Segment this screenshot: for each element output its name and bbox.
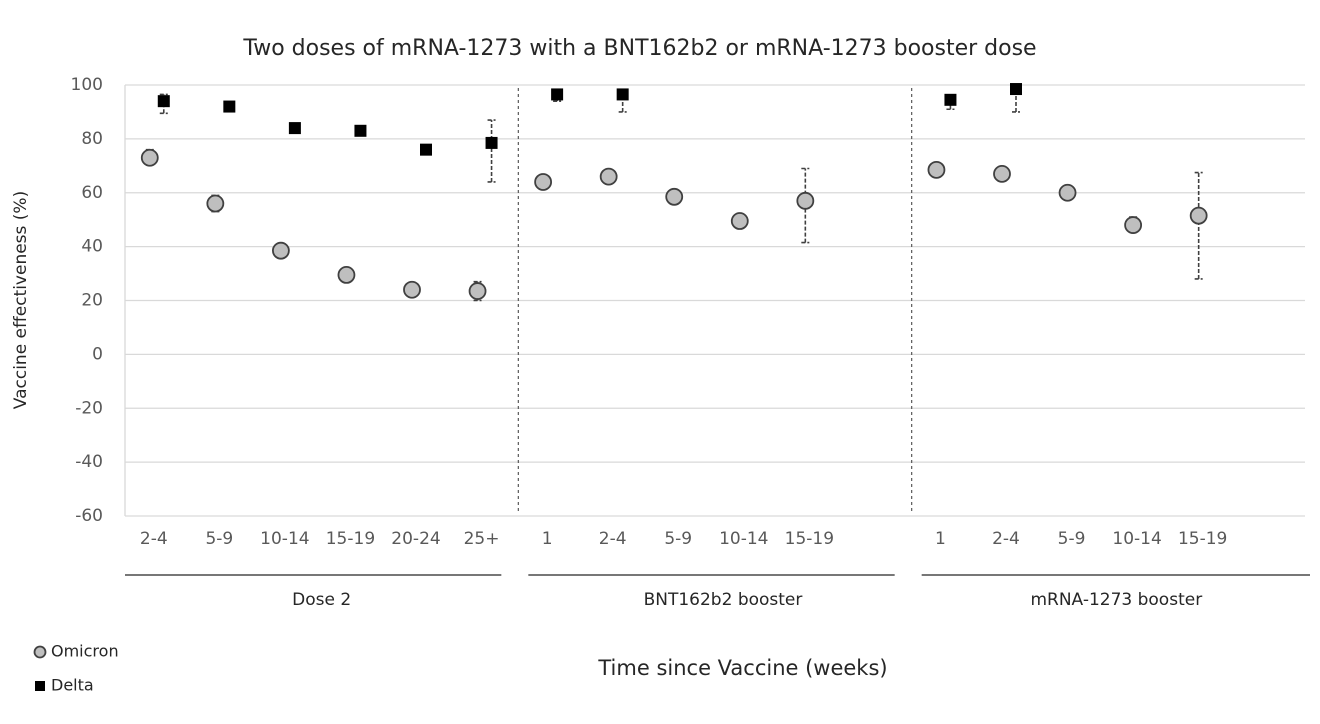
y-tick-label: -40 xyxy=(75,452,103,472)
x-tick-label: 5-9 xyxy=(1058,529,1086,549)
y-tick-label: 80 xyxy=(81,129,103,149)
y-axis-title: Vaccine effectiveness (%) xyxy=(11,191,31,409)
error-bar xyxy=(487,119,496,183)
point xyxy=(1010,83,1022,96)
y-tick-label: 60 xyxy=(81,183,103,203)
point xyxy=(420,143,432,156)
chart-title: Two doses of mRNA-1273 with a BNT162b2 o… xyxy=(242,36,1036,61)
point xyxy=(993,164,1011,183)
point xyxy=(288,122,301,135)
x-tick-label: 15-19 xyxy=(1178,529,1227,549)
point xyxy=(599,167,618,186)
point xyxy=(796,191,815,210)
legend-marker xyxy=(33,645,47,659)
point xyxy=(944,93,957,106)
point xyxy=(354,124,367,137)
point xyxy=(927,160,946,179)
group-label: BNT162b2 booster xyxy=(644,590,803,610)
x-tick-label: 2-4 xyxy=(992,529,1020,549)
x-tick-label: 1 xyxy=(542,529,553,549)
point xyxy=(551,88,564,101)
x-tick-label: 1 xyxy=(935,529,946,549)
x-tick-label: 2-4 xyxy=(599,529,627,549)
group-label: mRNA-1273 booster xyxy=(1030,590,1202,610)
y-tick-label: 20 xyxy=(81,291,103,311)
group-label: Dose 2 xyxy=(292,590,351,610)
point xyxy=(665,187,684,206)
y-tick-label: 0 xyxy=(92,344,103,364)
y-tick-label: 100 xyxy=(71,75,103,95)
error-bar xyxy=(1194,171,1203,280)
x-tick-label: 10-14 xyxy=(719,529,768,549)
point xyxy=(1058,183,1077,202)
point xyxy=(1189,206,1208,225)
y-tick-label: 40 xyxy=(81,237,103,257)
point xyxy=(485,136,498,149)
point xyxy=(468,282,487,300)
point xyxy=(140,148,159,167)
legend-label: Delta xyxy=(51,676,94,695)
x-tick-label: 10-14 xyxy=(260,529,309,549)
point xyxy=(730,212,749,230)
legend-marker xyxy=(35,681,45,691)
point xyxy=(1124,216,1143,234)
legend-label: Omicron xyxy=(51,642,119,661)
x-tick-label: 5-9 xyxy=(205,529,233,549)
point xyxy=(534,173,553,191)
y-tick-label: -60 xyxy=(75,506,103,526)
point xyxy=(271,241,290,260)
x-tick-label: 25+ xyxy=(464,529,500,549)
point xyxy=(616,88,629,101)
x-tick-label: 15-19 xyxy=(785,529,834,549)
point xyxy=(157,95,170,108)
point xyxy=(206,194,225,213)
point xyxy=(337,266,356,284)
x-axis-title: Time since Vaccine (weeks) xyxy=(597,656,887,680)
point xyxy=(223,100,236,113)
x-tick-label: 5-9 xyxy=(664,529,692,549)
x-tick-label: 2-4 xyxy=(140,529,168,549)
x-tick-label: 15-19 xyxy=(326,529,375,549)
x-tick-label: 10-14 xyxy=(1112,529,1161,549)
y-tick-label: -20 xyxy=(75,398,103,418)
x-tick-label: 20-24 xyxy=(391,529,440,549)
point xyxy=(403,280,421,299)
